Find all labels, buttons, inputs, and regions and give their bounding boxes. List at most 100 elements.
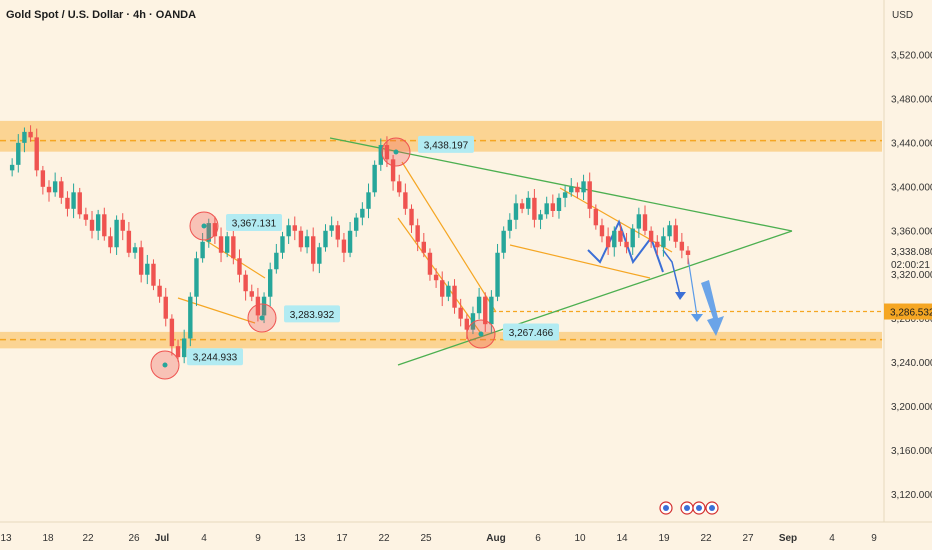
candle-body — [243, 274, 248, 292]
x-tick-label: Jul — [155, 533, 170, 544]
y-tick-label: 3,360.000 — [891, 226, 932, 237]
x-tick-label: 22 — [82, 533, 94, 544]
candle-body — [145, 263, 150, 275]
y-tick-label: 3,120.000 — [891, 490, 932, 501]
candles-layer — [9, 125, 691, 364]
candle-body — [126, 230, 132, 253]
candle-body — [22, 131, 27, 143]
candle-body — [138, 247, 144, 275]
candle-body — [40, 170, 46, 187]
projection-big-arrow — [701, 280, 724, 336]
candle-body — [157, 285, 162, 297]
x-tick-label: 26 — [128, 533, 140, 544]
candle-body — [642, 214, 648, 231]
x-tick-label: 18 — [42, 533, 54, 544]
chart-title: Gold Spot / U.S. Dollar · 4h · OANDA — [6, 9, 197, 21]
candle-body — [224, 236, 230, 253]
candle-body — [605, 236, 611, 248]
x-tick-label: 6 — [535, 533, 541, 544]
candle-body — [470, 313, 476, 330]
candle-body — [28, 131, 33, 138]
candle-body — [648, 230, 654, 242]
candle-body — [65, 197, 70, 209]
candle-body — [280, 236, 285, 253]
candle-body — [667, 225, 672, 237]
price-callout-label: 3,438.197 — [424, 140, 469, 151]
y-tick-label: 3,440.000 — [891, 138, 932, 149]
candle-body — [83, 214, 89, 220]
x-tick-label: 19 — [658, 533, 670, 544]
candle-body — [556, 197, 562, 211]
candle-body — [206, 223, 211, 242]
candle-body — [575, 186, 580, 193]
candle-body — [77, 192, 82, 215]
x-tick-label: 13 — [0, 533, 12, 544]
target-price-label: 3,286.532 — [890, 308, 932, 319]
candle-body — [624, 241, 629, 248]
candle-body — [397, 181, 402, 193]
candle-body — [292, 225, 297, 231]
candle-body — [618, 230, 623, 242]
projection-thin-arrowhead — [691, 314, 703, 322]
candle-body — [341, 239, 347, 253]
candle-body — [249, 291, 254, 297]
y-tick-label: 3,240.000 — [891, 358, 932, 369]
candle-body — [673, 225, 678, 242]
candle-body — [274, 252, 279, 270]
currency-label: USD — [892, 10, 913, 21]
candle-body — [255, 296, 261, 316]
candle-body — [679, 241, 685, 251]
price-callout-box — [503, 323, 559, 341]
candle-body — [46, 186, 52, 193]
candle-body — [163, 296, 168, 319]
lower-trendline — [397, 230, 793, 366]
channel-line — [509, 244, 651, 279]
x-tick-label: Sep — [779, 533, 797, 544]
candle-body — [335, 225, 340, 240]
candle-body — [569, 186, 574, 193]
candle-body — [593, 208, 599, 226]
candle-body — [16, 142, 21, 165]
candle-body — [562, 192, 568, 198]
y-tick-label: 3,480.000 — [891, 94, 932, 105]
current-price-label: 3,338.080 — [891, 247, 932, 258]
candle-body — [526, 197, 531, 209]
price-callout-box — [284, 305, 340, 323]
projection-arrowhead — [675, 292, 686, 300]
x-tick-label: 22 — [700, 533, 712, 544]
candle-body — [169, 318, 175, 347]
candle-body — [267, 269, 273, 297]
projection-thin — [687, 257, 698, 317]
pivot-dot — [201, 223, 207, 229]
y-tick-label: 3,320.000 — [891, 270, 932, 281]
y-tick-label: 3,200.000 — [891, 402, 932, 413]
candle-body — [120, 219, 125, 231]
pivot-dot — [393, 149, 399, 155]
candle-body — [581, 181, 586, 193]
candle-body — [298, 230, 304, 248]
x-tick-label: 17 — [336, 533, 348, 544]
pivot-dot — [478, 331, 484, 337]
candle-body — [188, 296, 193, 339]
candle-body — [329, 225, 334, 231]
y-tick-label: 3,160.000 — [891, 446, 932, 457]
upper-trendline — [329, 137, 793, 232]
channel-line — [401, 161, 497, 313]
target-price-tag — [884, 303, 932, 320]
candle-body — [440, 280, 445, 297]
x-tick-label: 25 — [420, 533, 432, 544]
candle-body — [538, 214, 543, 220]
candle-body — [612, 230, 617, 248]
candle-body — [194, 258, 199, 297]
x-tick-label: 14 — [616, 533, 628, 544]
countdown-label: 02:00:21 — [891, 260, 930, 271]
event-flag-icon — [696, 505, 702, 511]
candle-body — [261, 296, 267, 316]
candle-body — [347, 230, 353, 253]
candle-body — [151, 263, 156, 286]
candle-body — [384, 145, 390, 160]
candle-body — [132, 247, 138, 253]
candle-body — [89, 219, 95, 231]
x-tick-label: Aug — [486, 533, 505, 544]
